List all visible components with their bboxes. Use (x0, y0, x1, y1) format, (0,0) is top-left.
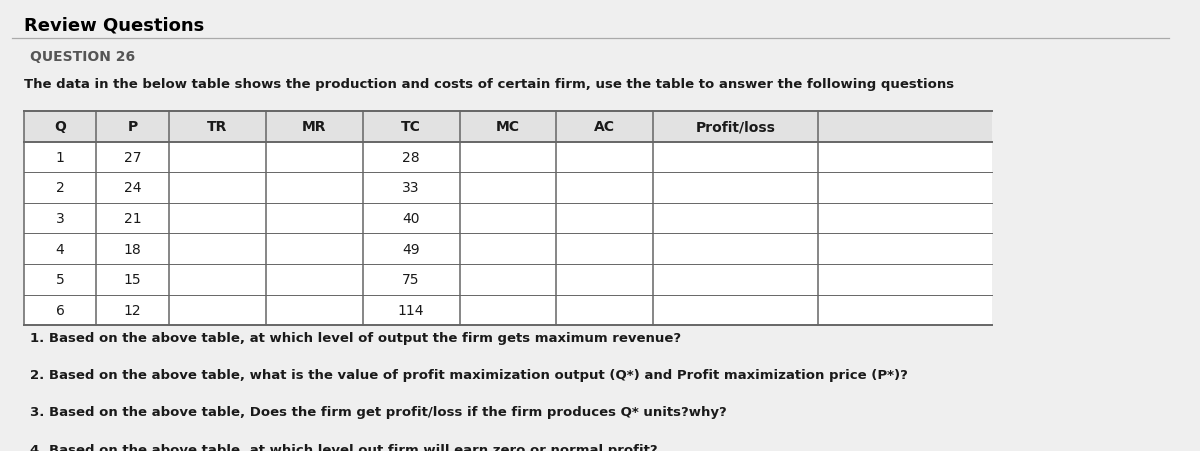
Text: 5: 5 (55, 273, 65, 287)
Text: 28: 28 (402, 151, 420, 165)
Text: 3: 3 (55, 212, 65, 226)
Text: 27: 27 (124, 151, 142, 165)
Text: 2. Based on the above table, what is the value of profit maximization output (Q*: 2. Based on the above table, what is the… (30, 368, 907, 381)
Bar (24, 112, 992, 142)
Text: Review Questions: Review Questions (24, 17, 204, 35)
Text: 4: 4 (55, 242, 65, 256)
Text: P: P (127, 120, 138, 134)
Text: 24: 24 (124, 181, 142, 195)
Text: 18: 18 (124, 242, 142, 256)
Text: 49: 49 (402, 242, 420, 256)
Text: MC: MC (496, 120, 520, 134)
Text: 4. Based on the above table, at which level out firm will earn zero or normal pr: 4. Based on the above table, at which le… (30, 443, 658, 451)
Text: 12: 12 (124, 303, 142, 317)
Text: MR: MR (302, 120, 326, 134)
Text: 114: 114 (398, 303, 425, 317)
Text: 1. Based on the above table, at which level of output the firm gets maximum reve: 1. Based on the above table, at which le… (30, 331, 680, 344)
Text: TC: TC (401, 120, 421, 134)
Text: QUESTION 26: QUESTION 26 (30, 50, 134, 64)
Text: 15: 15 (124, 273, 142, 287)
Text: 1: 1 (55, 151, 65, 165)
Text: 6: 6 (55, 303, 65, 317)
Text: 21: 21 (124, 212, 142, 226)
Text: 33: 33 (402, 181, 420, 195)
Text: Profit/loss: Profit/loss (696, 120, 775, 134)
Bar (24, 112, 992, 326)
Text: Q: Q (54, 120, 66, 134)
Text: TR: TR (208, 120, 228, 134)
Text: 2: 2 (55, 181, 65, 195)
Text: 75: 75 (402, 273, 420, 287)
Text: The data in the below table shows the production and costs of certain firm, use : The data in the below table shows the pr… (24, 78, 954, 91)
Text: 40: 40 (402, 212, 420, 226)
Text: 3. Based on the above table, Does the firm get profit/loss if the firm produces : 3. Based on the above table, Does the fi… (30, 405, 726, 419)
Text: AC: AC (594, 120, 616, 134)
